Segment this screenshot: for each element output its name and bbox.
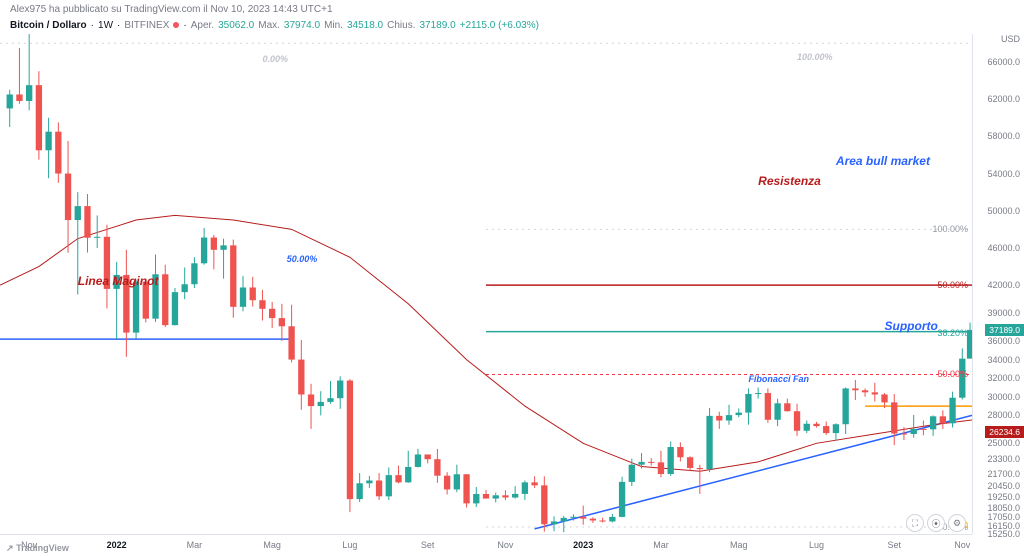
- x-tick: Nov: [954, 540, 970, 550]
- y-tick: 25000.0: [987, 438, 1020, 448]
- y-tick: 30000.0: [987, 392, 1020, 402]
- y-tick: 21700.0: [987, 469, 1020, 479]
- annotation: Resistenza: [758, 174, 821, 188]
- y-tick: 66000.0: [987, 57, 1020, 67]
- x-tick: Set: [421, 540, 435, 550]
- x-tick: Mag: [263, 540, 281, 550]
- y-tick: 46000.0: [987, 243, 1020, 253]
- y-tick: 15250.0: [987, 529, 1020, 539]
- chart-tools: ⛶⦿⚙: [906, 514, 966, 532]
- annotation: Linea Maginot: [78, 274, 159, 288]
- pair-label: Bitcoin / Dollaro: [10, 20, 87, 31]
- annotation: 0.00%: [262, 54, 288, 64]
- status-dot: [173, 22, 179, 28]
- y-tick: 62000.0: [987, 94, 1020, 104]
- x-tick: Nov: [497, 540, 513, 550]
- fib-label: 100.00%: [932, 224, 968, 234]
- y-tick: 23300.0: [987, 454, 1020, 464]
- y-tick: 20450.0: [987, 481, 1020, 491]
- y-tick: 32000.0: [987, 373, 1020, 383]
- chart-info-bar: Bitcoin / Dollaro · 1W · BITFINEX · Aper…: [10, 20, 539, 31]
- y-tick: 36000.0: [987, 336, 1020, 346]
- annotation: Area bull market: [836, 154, 930, 168]
- y-tick: 19250.0: [987, 492, 1020, 502]
- y-tick: 42000.0: [987, 280, 1020, 290]
- x-tick: Set: [887, 540, 901, 550]
- annotation: Fibonacci Fan: [748, 374, 809, 384]
- x-tick: Mar: [187, 540, 203, 550]
- exchange: BITFINEX: [124, 20, 169, 31]
- y-tick: 28000.0: [987, 410, 1020, 420]
- y-axis-unit: USD: [1001, 34, 1020, 44]
- x-axis[interactable]: Nov2022MarMagLugSetNov2023MarMagLugSetNo…: [0, 534, 972, 556]
- y-tick: 39000.0: [987, 308, 1020, 318]
- annotation: 50.00%: [287, 254, 318, 264]
- settings-icon[interactable]: ⚙: [948, 514, 966, 532]
- price-tag: 37189.0: [985, 324, 1024, 336]
- y-tick: 50000.0: [987, 206, 1020, 216]
- publish-header: Alex975 ha pubblicato su TradingView.com…: [10, 4, 333, 15]
- x-tick: Mar: [653, 540, 669, 550]
- price-tag: 26234.6: [985, 426, 1024, 438]
- fib-label: 50.00%: [937, 280, 968, 290]
- x-tick: Mag: [730, 540, 748, 550]
- annotation: 100.00%: [797, 52, 833, 62]
- fib-label: 38.20%: [937, 328, 968, 338]
- y-tick: 34000.0: [987, 355, 1020, 365]
- x-tick: 2023: [573, 540, 593, 550]
- y-axis[interactable]: USD 66000.0 62000.0 58000.0 54000.0 50000.0 4…: [972, 34, 1024, 534]
- y-tick: 58000.0: [987, 131, 1020, 141]
- fullscreen-icon[interactable]: ⛶: [906, 514, 924, 532]
- timeframe: 1W: [98, 20, 113, 31]
- camera-icon[interactable]: ⦿: [927, 514, 945, 532]
- x-tick: Lug: [342, 540, 357, 550]
- x-tick: Lug: [809, 540, 824, 550]
- y-tick: 54000.0: [987, 169, 1020, 179]
- brand-footer: ↗ TradingView: [6, 543, 69, 554]
- x-tick: 2022: [107, 540, 127, 550]
- fib-label: 50.00%: [937, 369, 968, 379]
- annotation: Supporto: [885, 319, 938, 333]
- chart-plot[interactable]: 100.00%50.00%38.20%50.00%0.00%0.00Linea …: [0, 34, 972, 534]
